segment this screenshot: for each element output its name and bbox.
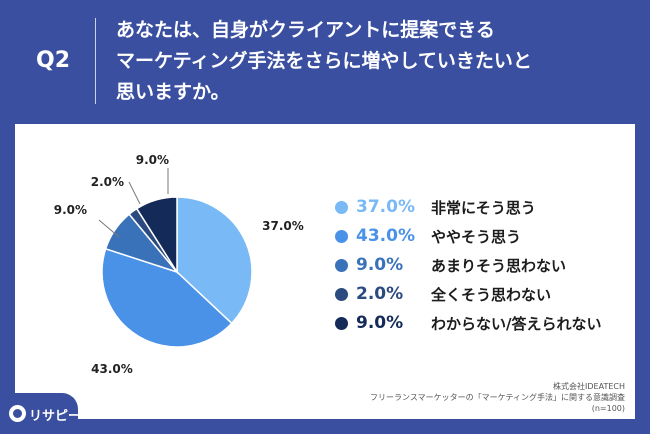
legend-swatch-2 [335,230,348,243]
question-line-3: 思いますか。 [116,81,230,103]
source-survey: フリーランスマーケッターの「マーケティング手法」に関する意識調査 [370,393,625,402]
slice-value-label-1: 37.0% [262,219,304,233]
leader-line-3 [98,219,120,238]
chart-card: 37.0% 43.0% 9.0% 2.0% 9.0% 37.0% 非常にそう思う 43.0%… [15,124,635,419]
legend-percent-2: 43.0% [356,226,415,246]
pie-slice-2 [101,247,233,348]
legend-percent-3: 9.0% [356,255,404,275]
legend-percent-1: 37.0% [356,197,415,217]
question-number: Q2 [36,48,71,73]
search-magnifier-icon [9,405,26,422]
question-line-1: あなたは、自身がクライアントに提案できる [116,19,495,41]
pie-chart: 37.0% 43.0% 9.0% 2.0% 9.0% [54,153,304,376]
question-header: Q2 あなたは、自身がクライアントに提案できる マーケティング手法をさらに増やし… [0,0,650,122]
slice-value-label-5: 9.0% [136,153,169,167]
pie-slice-5 [135,196,178,275]
legend-percent-4: 2.0% [356,284,404,304]
slice-value-label-4: 2.0% [91,175,124,189]
source-sample-size: (n=100) [591,404,625,413]
legend-label-1: 非常にそう思う [431,199,536,217]
legend-swatch-1 [335,201,348,214]
legend-swatch-4 [335,288,348,301]
question-line-2: マーケティング手法をさらに増やしていきたいと [116,50,532,72]
slice-value-label-3: 9.0% [54,203,87,217]
legend-label-2: ややそう思う [431,228,522,246]
leader-line-4 [128,181,141,205]
legend-label-5: わからない/答えられない [431,315,602,333]
slice-value-label-2: 43.0% [91,362,133,376]
header-divider [95,18,96,104]
source-company: 株式会社IDEATECH [553,382,625,391]
question-text: あなたは、自身がクライアントに提案できる マーケティング手法をさらに増やしていき… [116,15,636,108]
brand-logo: リサピー [0,393,82,434]
legend-label-4: 全くそう思わない [431,286,552,304]
legend-label-3: あまりそう思わない [431,257,567,275]
source-note: 株式会社IDEATECH フリーランスマーケッターの「マーケティング手法」に関す… [370,381,625,414]
brand-name: リサピー [29,409,82,424]
legend-swatch-3 [335,259,348,272]
legend-percent-5: 9.0% [356,313,404,333]
pie-slice-1 [176,196,253,325]
legend-swatch-5 [335,317,348,330]
